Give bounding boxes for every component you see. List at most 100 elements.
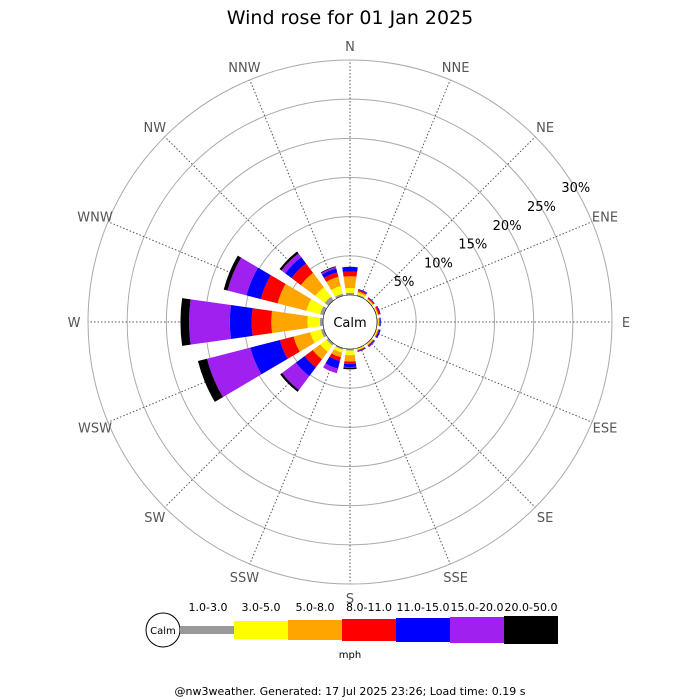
petal-E-8.0-11.0 [379,317,381,327]
direction-label-NE: NE [536,121,554,136]
legend-swatch-20.0-50.0 [504,616,558,644]
spoke-NE [368,136,536,304]
direction-label-SW: SW [144,511,165,526]
petal-SSW-1.0-3.0 [335,345,344,350]
ring-25 [126,98,574,546]
petal-SSW-11.0-15.0 [325,356,340,369]
legend-swatch-5.0-8.0 [288,620,342,640]
calm-label: Calm [333,316,366,331]
legend-label-20.0-50.0: 20.0-50.0 [505,601,558,614]
petal-S-20.0-50.0 [343,367,357,370]
petal-SW-3.0-5.0 [320,339,333,352]
petal-W-3.0-5.0 [307,315,321,329]
legend-swatch-15.0-20.0 [450,617,504,643]
petal-S-3.0-5.0 [345,350,355,356]
petal-WNW-1.0-3.0 [320,306,327,316]
radial-tick-labels: 5% 10% 15% 20% 25% 30% [394,181,591,290]
legend-label-1.0-3.0: 1.0-3.0 [189,601,228,614]
petal-W-11.0-15.0 [229,305,253,339]
petal-S-15.0-20.0 [343,366,357,368]
direction-label-SSW: SSW [230,571,260,586]
legend-swatch-11.0-15.0 [396,618,450,642]
petal-SW-15.0-20.0 [282,362,310,390]
legend-swatch-1.0-3.0 [180,626,234,634]
direction-label-N: N [345,40,355,55]
petal-SE-11.0-15.0 [368,340,375,347]
petal-SE-15.0-20.0 [368,340,376,348]
radial-tick-25%: 25% [527,200,556,215]
petal-N-5.0-8.0 [343,276,357,289]
radial-tick-10%: 10% [424,256,453,271]
calm-center: Calm [322,294,378,350]
calm-circle [322,294,378,350]
petal-SW-1.0-3.0 [326,338,334,346]
petal-NW-3.0-5.0 [315,287,331,303]
radial-tick-20%: 20% [493,219,522,234]
spoke-SSW [249,346,341,565]
petal-E-11.0-15.0 [379,317,381,327]
direction-label-SE: SE [537,511,553,526]
ring-20 [165,137,535,507]
direction-label-S: S [346,592,354,607]
petal-WSW-15.0-20.0 [207,347,262,398]
direction-label-NNW: NNW [228,61,260,76]
direction-label-NNE: NNE [442,61,470,76]
petal-NW-1.0-3.0 [324,296,334,306]
petal-N-1.0-3.0 [345,292,355,296]
petal-NW-5.0-8.0 [300,272,324,296]
legend-unit: mph [339,650,361,661]
petal-W-1.0-3.0 [319,317,324,327]
petal-WSW-20.0-50.0 [197,358,223,402]
spoke-ESE [374,331,593,423]
direction-label-ESE: ESE [593,422,618,437]
petal-SE-3.0-5.0 [366,338,373,345]
petal-N-8.0-11.0 [342,271,358,277]
petal-NE-8.0-11.0 [367,297,375,305]
petal-WSW-3.0-5.0 [310,329,325,343]
petal-NNE-3.0-5.0 [357,292,366,298]
direction-label-WSW: WSW [78,422,112,437]
petal-SSW-15.0-20.0 [323,363,339,374]
petal-ESE-11.0-15.0 [375,329,381,339]
legend-swatch-8.0-11.0 [342,619,396,641]
petal-N-3.0-5.0 [345,287,355,293]
petal-N-11.0-15.0 [342,266,358,273]
petal-SW-5.0-8.0 [312,344,328,360]
petal-SSE-3.0-5.0 [356,345,365,350]
petal-ESE-3.0-5.0 [373,328,378,337]
petal-ENE-3.0-5.0 [373,307,378,316]
petal-ESE-5.0-8.0 [374,329,379,337]
petal-NNW-5.0-8.0 [326,276,341,290]
petal-SSE-11.0-15.0 [357,347,366,352]
petal-SSW-3.0-5.0 [333,346,343,353]
direction-label-ENE: ENE [592,210,618,225]
direction-label-NW: NW [144,121,167,136]
footer-text: @nw3weather. Generated: 17 Jul 2025 23:2… [175,685,526,698]
petal-SSW-8.0-11.0 [329,353,341,362]
petal-E-3.0-5.0 [377,317,379,327]
petal-WSW-1.0-3.0 [320,328,327,338]
legend-label-5.0-8.0: 5.0-8.0 [296,601,335,614]
petal-WNW-15.0-20.0 [227,257,258,296]
petal-ESE-8.0-11.0 [375,329,380,338]
radial-tick-15%: 15% [458,238,487,253]
petal-NNW-11.0-15.0 [321,268,338,278]
petals [180,251,381,402]
petal-NE-11.0-15.0 [368,297,375,304]
petal-NNW-20.0-50.0 [320,266,336,274]
petal-NE-3.0-5.0 [366,299,373,306]
petal-NNW-15.0-20.0 [321,267,337,275]
spoke-SE [368,340,536,508]
petal-NNE-1.0-3.0 [356,294,365,299]
direction-labels: N NNE NE ENE E ESE SE SSE S SSW SW WSW W WNW NW NNW [68,40,631,607]
petal-WNW-5.0-8.0 [277,283,312,311]
petal-ENE-11.0-15.0 [376,305,381,315]
petal-SSW-5.0-8.0 [331,349,343,358]
petal-WSW-5.0-8.0 [293,332,315,352]
petal-S-11.0-15.0 [343,363,357,368]
petal-SW-20.0-50.0 [280,373,299,392]
petal-S-5.0-8.0 [344,354,356,362]
petal-NW-11.0-15.0 [285,257,307,279]
chart-title: Wind rose for 01 Jan 2025 [227,7,474,29]
direction-label-WNW: WNW [77,210,113,225]
